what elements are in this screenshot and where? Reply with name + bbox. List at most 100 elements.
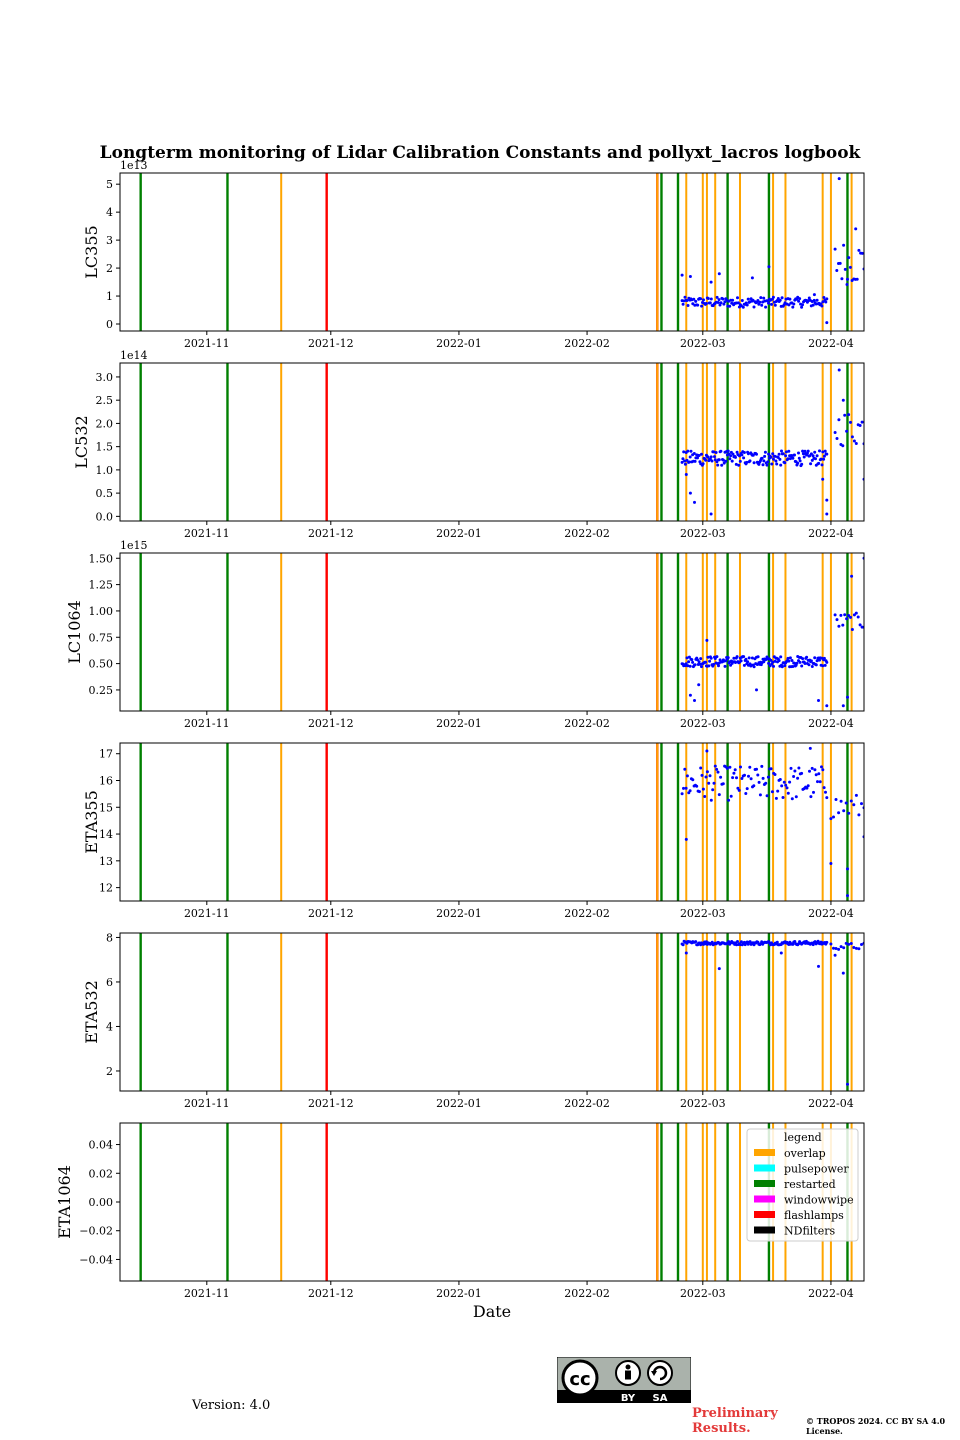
- plot-area: [139, 1123, 853, 1281]
- data-point: [717, 967, 721, 971]
- data-point: [786, 457, 790, 461]
- x-tick-label: 2022-04: [808, 1097, 854, 1110]
- data-point: [778, 778, 782, 781]
- data-point: [807, 296, 811, 300]
- data-point: [700, 773, 704, 777]
- data-point: [696, 456, 699, 460]
- data-point: [750, 656, 754, 660]
- data-point: [683, 459, 687, 463]
- data-point: [783, 461, 787, 465]
- data-point: [801, 449, 805, 453]
- data-point: [774, 459, 778, 463]
- data-point: [709, 455, 713, 459]
- legend-label-windowwipe: windowwipe: [784, 1194, 854, 1207]
- data-point: [842, 946, 846, 950]
- data-point: [763, 450, 767, 454]
- data-point: [813, 768, 817, 772]
- data-point: [791, 305, 795, 309]
- data-point: [796, 461, 800, 465]
- x-tick-label: 2021-12: [308, 337, 354, 350]
- plot-area: [139, 743, 864, 901]
- data-point: [715, 295, 719, 299]
- data-point: [683, 295, 687, 299]
- data-point: [846, 695, 849, 699]
- data-point: [704, 302, 708, 305]
- data-point: [767, 301, 770, 305]
- data-point: [824, 790, 827, 794]
- x-tick-label: 2022-04: [808, 907, 854, 920]
- data-point: [760, 456, 764, 460]
- data-point: [755, 688, 758, 692]
- data-point: [783, 664, 787, 668]
- data-point: [809, 795, 813, 799]
- data-point: [849, 615, 852, 619]
- y-axis-label: ETA532: [82, 980, 101, 1044]
- data-point: [857, 813, 861, 817]
- x-tick-label: 2021-11: [184, 527, 230, 540]
- data-point: [716, 770, 720, 774]
- data-point: [701, 462, 705, 466]
- data-point: [850, 435, 854, 439]
- x-tick-label: 2022-03: [680, 907, 726, 920]
- x-tick-label: 2022-04: [808, 717, 854, 730]
- panel-eta355: 12 13 14 15 16 17 2021-11 2021-12 2022-01 2022-02…: [82, 742, 865, 920]
- data-point: [729, 794, 733, 798]
- data-point: [817, 461, 821, 465]
- data-point: [697, 454, 701, 457]
- data-point: [692, 297, 696, 301]
- data-point: [766, 775, 770, 779]
- x-tick-label: 2021-11: [184, 907, 230, 920]
- data-point: [739, 765, 742, 769]
- data-point: [752, 665, 756, 669]
- data-point: [822, 656, 826, 660]
- data-point: [847, 256, 851, 260]
- data-point: [680, 792, 684, 796]
- data-point: [792, 302, 796, 306]
- data-point: [703, 795, 707, 798]
- data-point: [825, 297, 829, 301]
- data-point: [685, 458, 689, 462]
- data-point: [810, 766, 814, 770]
- y-tick-label: −0.02: [79, 1225, 113, 1238]
- data-point: [816, 780, 819, 784]
- data-point: [775, 462, 779, 466]
- data-point: [822, 296, 826, 299]
- data-point: [695, 784, 699, 788]
- data-point: [684, 837, 688, 841]
- data-point: [704, 660, 708, 664]
- y-tick-label: 3: [106, 234, 113, 247]
- data-point: [820, 463, 824, 467]
- data-point: [833, 247, 837, 251]
- axes-frame: [119, 362, 865, 522]
- data-point: [773, 659, 777, 663]
- data-point: [842, 809, 846, 813]
- data-point: [762, 459, 766, 463]
- data-point: [765, 463, 769, 467]
- data-point: [706, 455, 710, 459]
- data-point: [717, 272, 721, 276]
- data-point: [705, 749, 709, 753]
- data-point: [715, 655, 719, 659]
- data-point: [788, 297, 792, 301]
- data-point: [684, 786, 688, 790]
- data-point: [821, 300, 825, 304]
- data-point: [824, 300, 828, 304]
- data-point: [852, 803, 856, 807]
- data-point: [798, 459, 802, 463]
- data-point: [734, 462, 738, 466]
- data-point: [805, 655, 809, 659]
- data-point: [790, 797, 794, 801]
- data-point: [829, 942, 833, 946]
- data-point: [759, 296, 763, 300]
- data-point: [800, 664, 804, 668]
- data-point: [716, 301, 720, 304]
- data-point: [730, 459, 734, 463]
- data-point: [838, 261, 842, 265]
- data-point: [806, 449, 810, 453]
- y-tick-label: 15: [99, 801, 113, 814]
- data-point: [823, 449, 827, 453]
- data-point: [781, 796, 785, 799]
- svg-text:BY: BY: [621, 1393, 636, 1403]
- legend-swatch-windowwipe: [754, 1195, 775, 1203]
- data-point: [825, 796, 829, 800]
